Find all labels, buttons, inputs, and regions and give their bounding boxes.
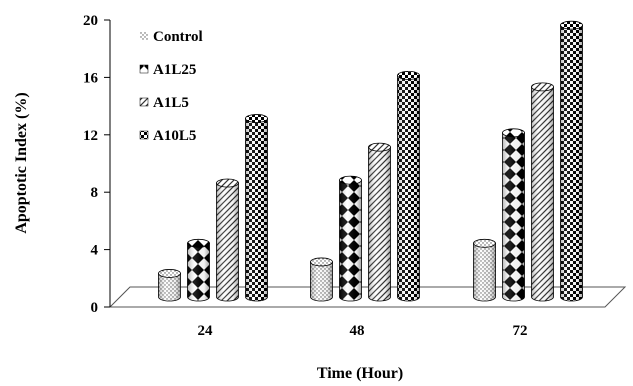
x-tick-label: 72 [513, 323, 528, 339]
legend-item-control: Control [140, 29, 203, 45]
y-tick-label: 16 [83, 70, 99, 86]
y-tick-label: 8 [91, 185, 99, 201]
bar-a1l25-48 [339, 175, 362, 302]
bar-a1l5-48 [368, 142, 391, 302]
bar-control-24 [158, 269, 181, 302]
bar-control-48 [310, 257, 333, 302]
legend-label: A1L5 [153, 95, 189, 111]
bar-a1l25-72 [502, 128, 525, 302]
bar-a1l25-24 [187, 238, 210, 302]
legend-swatch [139, 64, 149, 74]
x-ticks: 24 48 72 [198, 323, 528, 339]
bar-a10l5-48 [397, 71, 420, 302]
bars [158, 20, 583, 302]
legend-swatch [139, 130, 149, 140]
legend: Control A1L25 A1L5 A10L5 [139, 29, 203, 144]
y-tick-label: 12 [83, 128, 98, 144]
legend-label: Control [153, 29, 203, 45]
legend-swatch [139, 97, 149, 107]
bar-a10l5-24 [245, 114, 268, 302]
y-axis-title: Apoptotic Index (%) [13, 92, 30, 233]
bar-control-72 [473, 238, 496, 302]
y-tick-label: 20 [83, 13, 98, 29]
x-axis-title: Time (Hour) [317, 365, 403, 382]
bar-a10l5-72 [560, 20, 583, 302]
bar-a1l5-24 [216, 178, 239, 302]
legend-label: A1L25 [153, 62, 196, 78]
legend-item-a1l5: A1L5 [139, 95, 189, 111]
x-tick-label: 48 [350, 323, 365, 339]
legend-item-a10l5: A10L5 [139, 128, 196, 144]
y-tick-label: 4 [91, 243, 99, 259]
x-tick-label: 24 [198, 323, 214, 339]
y-tick-label: 0 [91, 300, 99, 316]
bar-a1l5-72 [531, 82, 554, 302]
legend-label: A10L5 [153, 128, 196, 144]
y-ticks: 0 4 8 12 16 20 [83, 13, 110, 316]
legend-swatch [140, 32, 148, 40]
legend-item-a1l25: A1L25 [139, 62, 196, 78]
